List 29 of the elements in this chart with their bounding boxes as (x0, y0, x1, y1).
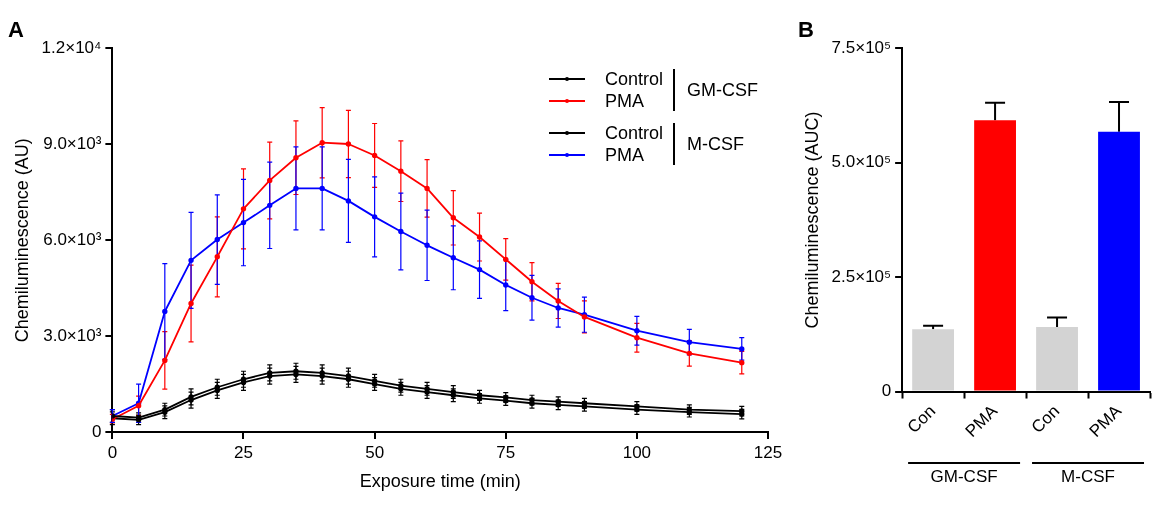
x-tick-label: 100 (622, 442, 652, 462)
y-tick-label: 0 (881, 381, 892, 401)
chart-title: A (8, 17, 24, 43)
y-tick-label: 7.5×10⁵ (831, 38, 892, 58)
y-tick-label: 2.5×10⁵ (831, 266, 892, 286)
y-axis-title: Chemiluminescence (AU) (11, 138, 32, 343)
y-tick-label: 6.0×10³ (43, 229, 102, 249)
x-tick-label: Con (903, 401, 940, 437)
y-tick-label: 9.0×10³ (43, 133, 102, 153)
y-tick-label: 3.0×10³ (43, 325, 102, 345)
x-tick-label: 75 (496, 442, 516, 462)
text: GM-CSF (930, 467, 998, 487)
y-tick-label: 5.0×10⁵ (831, 152, 892, 172)
y-axis-title: Chemiluminescence (AUC) (801, 111, 822, 329)
y-tick-label: 1.2×10⁴ (41, 38, 102, 58)
legend-label: PMA (604, 144, 644, 166)
x-tick-label: Con (1027, 401, 1064, 437)
annotation: GM-CSF (687, 79, 758, 101)
x-tick-label: 0 (107, 442, 118, 462)
text: M-CSF (1061, 467, 1115, 487)
legend-label: PMA (604, 90, 644, 112)
legend-label: Control (604, 122, 663, 144)
chart-title: B (798, 17, 814, 43)
legend-label: Control (604, 68, 663, 90)
annotation: M-CSF (687, 133, 744, 155)
x-tick-label: 50 (365, 442, 385, 462)
x-tick-label: 125 (753, 442, 783, 462)
x-axis-title: Exposure time (min) (359, 471, 521, 492)
x-tick-label: 25 (234, 442, 253, 462)
